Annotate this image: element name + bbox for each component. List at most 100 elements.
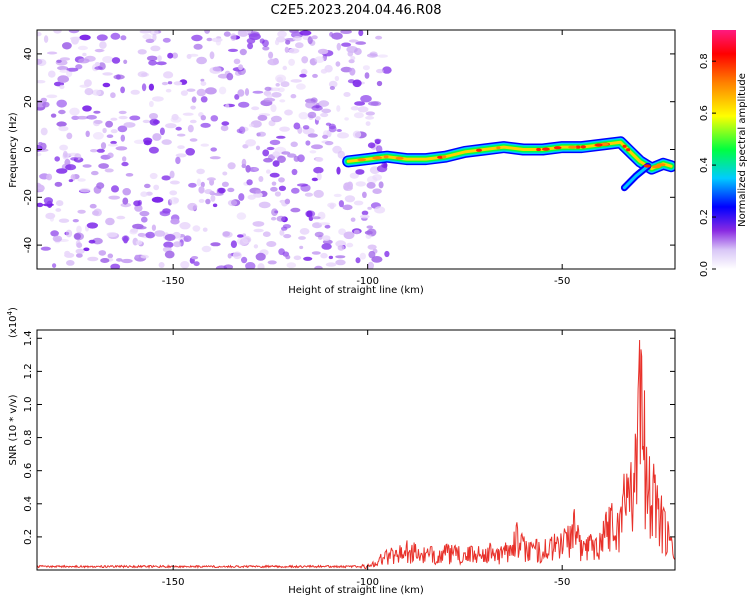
noise-blob xyxy=(279,99,286,103)
noise-blob xyxy=(315,116,321,121)
noise-blob xyxy=(198,186,205,194)
colorbar: 0.0 0.2 0.4 0.6 0.8 Normalized spectral ampl… xyxy=(699,30,748,277)
noise-blob xyxy=(349,172,359,179)
noise-blob xyxy=(232,251,242,260)
noise-blob xyxy=(53,30,62,34)
noise-blob xyxy=(48,70,56,78)
colorbar-gradient xyxy=(712,30,736,269)
noise-blob xyxy=(187,202,198,211)
noise-blob xyxy=(366,225,374,229)
noise-blob xyxy=(237,89,245,97)
noise-blob xyxy=(204,189,213,195)
noise-blob xyxy=(382,66,392,74)
noise-blob xyxy=(336,42,341,51)
noise-blob xyxy=(206,177,216,181)
spectrogram-y-tick-label: 0 xyxy=(23,146,34,152)
noise-blob xyxy=(230,33,237,41)
noise-blob xyxy=(141,216,148,223)
noise-blob xyxy=(277,155,286,163)
noise-blob xyxy=(40,246,51,251)
noise-blob xyxy=(352,79,362,88)
noise-blob xyxy=(156,61,167,66)
noise-blob xyxy=(217,73,230,79)
noise-blob xyxy=(200,81,207,86)
noise-blob xyxy=(37,31,42,37)
noise-blob xyxy=(200,143,210,147)
noise-blob xyxy=(37,202,44,208)
noise-blob xyxy=(266,94,273,99)
noise-blob xyxy=(142,119,151,124)
noise-blob xyxy=(133,200,141,207)
noise-blob xyxy=(227,253,232,259)
noise-blob xyxy=(108,195,121,200)
noise-blob xyxy=(84,88,94,96)
noise-blob xyxy=(367,244,377,250)
noise-blob xyxy=(94,61,100,67)
signal-peak xyxy=(441,155,447,159)
noise-blob xyxy=(183,235,192,242)
noise-blob xyxy=(262,46,270,51)
noise-blob xyxy=(350,56,356,61)
noise-blob xyxy=(56,168,68,174)
noise-blob xyxy=(215,39,221,46)
signal-track-band xyxy=(346,140,673,171)
noise-blob xyxy=(146,55,158,61)
noise-blob xyxy=(82,164,92,168)
noise-blob xyxy=(150,45,161,52)
noise-blob xyxy=(266,146,275,151)
noise-blob xyxy=(372,188,382,194)
noise-blob xyxy=(169,190,178,196)
noise-blob xyxy=(88,239,96,244)
noise-blob xyxy=(173,81,183,86)
noise-blob xyxy=(336,129,342,132)
noise-blob xyxy=(96,182,105,190)
noise-blob xyxy=(237,234,244,238)
noise-blob xyxy=(223,31,231,37)
noise-blob xyxy=(72,219,79,223)
noise-blob xyxy=(348,59,355,64)
noise-blob xyxy=(266,241,277,247)
noise-blob xyxy=(313,166,324,174)
noise-blob xyxy=(266,169,271,174)
snr-x-axis-label: Height of straight line (km) xyxy=(288,585,424,596)
noise-blob xyxy=(59,57,71,61)
noise-blob xyxy=(338,228,346,235)
noise-blob xyxy=(149,100,154,108)
noise-blob xyxy=(95,49,104,53)
noise-blob xyxy=(374,138,382,143)
noise-blob xyxy=(79,34,91,41)
noise-blob xyxy=(193,43,203,50)
noise-blob xyxy=(130,89,140,95)
noise-blob xyxy=(196,168,205,175)
noise-blob xyxy=(288,58,295,66)
noise-blob xyxy=(300,68,308,75)
noise-blob xyxy=(85,130,90,137)
noise-blob xyxy=(167,81,173,85)
signal-peak xyxy=(622,144,627,148)
signal-peak xyxy=(580,145,586,149)
noise-blob xyxy=(110,263,121,269)
noise-blob xyxy=(100,142,107,150)
noise-blob xyxy=(54,181,63,187)
noise-blob xyxy=(284,46,289,53)
noise-blob xyxy=(325,122,332,126)
noise-blob xyxy=(347,50,354,57)
noise-blob xyxy=(87,256,99,262)
noise-blob xyxy=(102,72,113,76)
noise-blob xyxy=(92,210,99,216)
noise-blob xyxy=(91,89,102,96)
noise-blob xyxy=(374,206,386,214)
noise-blob xyxy=(371,256,383,263)
noise-blob xyxy=(137,71,148,78)
noise-blob xyxy=(366,53,379,58)
noise-blob xyxy=(122,188,131,196)
noise-blob xyxy=(116,74,121,80)
noise-blob xyxy=(148,83,154,91)
noise-blob xyxy=(257,131,266,137)
noise-blob xyxy=(144,183,151,189)
noise-blob xyxy=(350,217,356,222)
noise-blob xyxy=(360,214,370,219)
noise-blob xyxy=(245,165,251,173)
noise-blob xyxy=(316,172,322,181)
